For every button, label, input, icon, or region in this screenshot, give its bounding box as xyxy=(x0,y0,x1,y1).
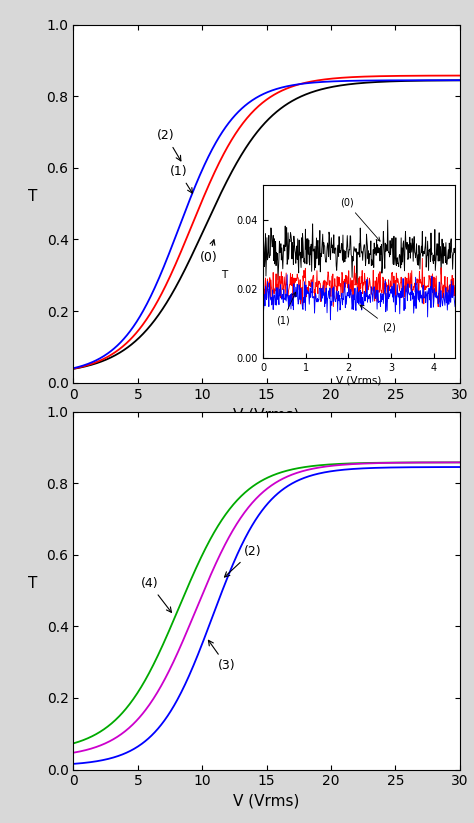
Text: (2): (2) xyxy=(157,129,181,160)
Text: (1): (1) xyxy=(170,165,192,193)
Text: (4): (4) xyxy=(140,577,172,612)
Y-axis label: T: T xyxy=(221,270,228,281)
Text: (0): (0) xyxy=(340,198,380,241)
Text: (1): (1) xyxy=(276,292,296,325)
Text: (2): (2) xyxy=(360,305,396,332)
X-axis label: V (Vrms): V (Vrms) xyxy=(233,407,300,422)
Text: (2): (2) xyxy=(225,545,261,577)
X-axis label: V (Vrms): V (Vrms) xyxy=(337,375,382,386)
Y-axis label: T: T xyxy=(28,575,37,591)
Y-axis label: T: T xyxy=(28,188,37,204)
Text: (3): (3) xyxy=(209,640,235,672)
Text: (0): (0) xyxy=(200,239,218,264)
X-axis label: V (Vrms): V (Vrms) xyxy=(233,794,300,809)
